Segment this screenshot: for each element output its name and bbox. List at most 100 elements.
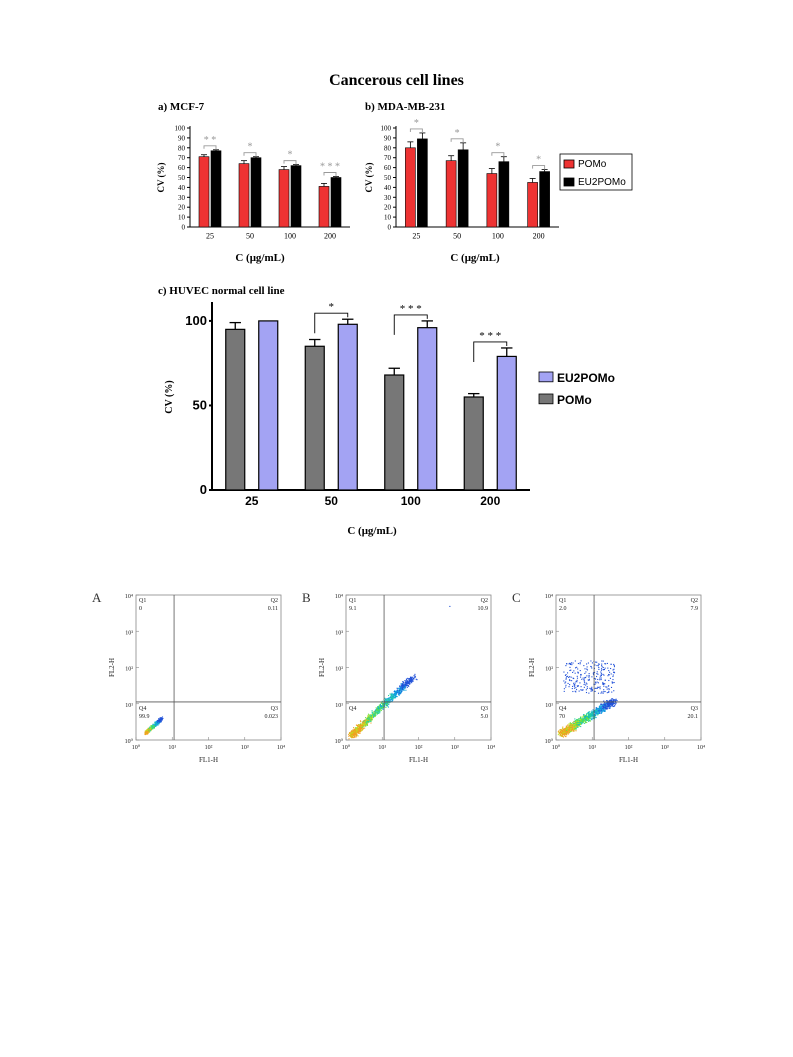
- scatter-point: [156, 720, 158, 722]
- scatter-point: [613, 671, 615, 673]
- scatter-point: [567, 728, 569, 730]
- scatter-point: [352, 729, 354, 731]
- scatter-point: [562, 731, 564, 733]
- scatter-point: [613, 681, 615, 684]
- scatter-point: [557, 734, 559, 736]
- scatter-point: [369, 715, 371, 717]
- scatter-point: [382, 705, 384, 707]
- scatter-point: [377, 712, 380, 714]
- bar-pomo-25: [225, 328, 246, 491]
- scatter-point: [609, 677, 611, 679]
- scatter-point: [370, 722, 372, 724]
- scatter-point: [354, 734, 356, 736]
- chart-mcf7: a) MCF-7 010 20 30 40 50 60 70 80 90 100 CV (%) 25 * …: [156, 101, 350, 264]
- scatter-point: [569, 729, 571, 731]
- scatter-point: [568, 732, 570, 734]
- scatter-point: [403, 684, 405, 686]
- scatter-point: [348, 733, 350, 735]
- scatter-point: [355, 731, 357, 733]
- scatter-point: [398, 693, 400, 695]
- scatter-point: [586, 683, 588, 685]
- scatter-point: [414, 676, 417, 678]
- scatter-point: [579, 723, 582, 726]
- scatter-point: [614, 703, 616, 705]
- x-tick-label: 25: [245, 494, 259, 508]
- scatter-point: [360, 725, 362, 727]
- scatter-point: [364, 725, 366, 727]
- scatter-point: [407, 677, 409, 679]
- scatter-point: [384, 697, 386, 699]
- scatter-point: [359, 720, 362, 722]
- scatter-point: [615, 699, 617, 701]
- scatter-point: [572, 671, 574, 674]
- bar-eu2pomo-25: [258, 320, 279, 491]
- significance-stars: *: [329, 301, 335, 313]
- scatter-point: [368, 717, 370, 719]
- scatter-point: [350, 736, 352, 738]
- y-axis-label: FL2-H: [318, 658, 326, 677]
- scatter-point: [592, 709, 594, 711]
- scatter-point: [570, 724, 572, 726]
- scatter-point: [570, 669, 572, 671]
- scatter-point: [581, 720, 583, 722]
- scatter-point: [564, 730, 566, 732]
- scatter-point: [570, 663, 572, 665]
- scatter-point: [586, 714, 588, 716]
- scatter-point: [591, 714, 593, 716]
- scatter-point: [597, 714, 599, 716]
- scatter-point: [600, 675, 602, 677]
- scatter-point: [576, 681, 578, 683]
- scatter-point: [360, 728, 362, 730]
- scatter-point: [605, 686, 607, 688]
- scatter-point: [576, 679, 578, 681]
- chart-title: c) HUVEC normal cell line: [158, 285, 285, 297]
- scatter-point: [587, 712, 589, 714]
- scatter-point: [403, 688, 405, 690]
- scatter-point: [563, 731, 565, 733]
- scatter-point: [393, 697, 395, 699]
- scatter-point: [354, 735, 356, 737]
- x-axis-label: FL1-H: [409, 756, 428, 764]
- scatter-point: [606, 688, 608, 690]
- scatter-point: [605, 706, 607, 708]
- scatter-point: [357, 735, 359, 737]
- scatter-point: [387, 698, 389, 700]
- scatter-point: [355, 728, 357, 731]
- y-tick-label: 60: [178, 164, 186, 172]
- scatter-point: [582, 677, 584, 679]
- scatter-point: [583, 718, 585, 720]
- scatter-point: [405, 684, 407, 686]
- scatter-point: [592, 672, 595, 674]
- scatter-point: [359, 725, 361, 727]
- scatter-point: [374, 710, 376, 712]
- scatter-point: [594, 664, 596, 666]
- scatter-point: [603, 707, 605, 709]
- scatter-point: [381, 707, 383, 709]
- scatter-point: [608, 690, 610, 692]
- scatter-point: [591, 662, 593, 664]
- scatter-point: [381, 702, 383, 704]
- scatter-point: [585, 671, 587, 673]
- scatter-point: [569, 663, 572, 666]
- scatter-point: [364, 724, 366, 727]
- scatter-point: [353, 733, 355, 735]
- scatter-point: [568, 726, 570, 728]
- scatter-point: [604, 663, 606, 665]
- scatter-point: [391, 698, 393, 700]
- scatter-point: [583, 682, 586, 684]
- scatter-point: [352, 735, 354, 737]
- scatter-point: [595, 687, 597, 689]
- scatter-point: [576, 719, 578, 721]
- scatter-point: [362, 728, 364, 730]
- scatter-point: [565, 727, 567, 729]
- scatter-point: [608, 688, 610, 690]
- scatter-point: [571, 726, 573, 728]
- scatter-point: [578, 720, 580, 722]
- scatter-point: [568, 731, 571, 733]
- scatter-point: [568, 728, 570, 731]
- scatter-point: [571, 730, 573, 732]
- scatter-point: [402, 683, 404, 685]
- q1-value: 2.0: [559, 606, 567, 612]
- x-tick-label: 100: [284, 232, 296, 241]
- scatter-point: [598, 711, 600, 713]
